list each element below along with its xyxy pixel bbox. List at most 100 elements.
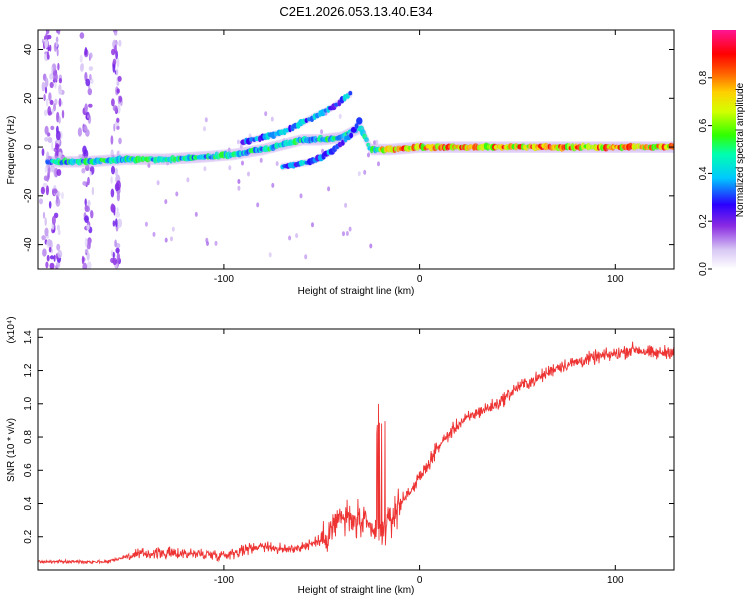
noise-mark xyxy=(45,32,48,41)
noise-mark xyxy=(241,160,244,166)
noise-mark xyxy=(41,38,44,44)
y-tick-label: -40 xyxy=(23,237,34,252)
noise-mark xyxy=(327,186,331,192)
noise-mark xyxy=(271,182,275,188)
noise-mark xyxy=(84,103,88,113)
noise-mark xyxy=(44,39,49,49)
noise-mark xyxy=(87,176,90,186)
noise-mark xyxy=(43,109,48,117)
noise-mark xyxy=(56,261,59,269)
noise-mark xyxy=(88,66,94,71)
noise-mark xyxy=(48,201,52,209)
noise-mark xyxy=(61,109,65,119)
noise-mark xyxy=(377,161,380,167)
noise-mark xyxy=(256,202,260,208)
noise-mark xyxy=(45,185,50,196)
noise-mark xyxy=(57,30,61,35)
noise-mark xyxy=(116,125,120,130)
noise-mark xyxy=(46,254,50,262)
noise-mark xyxy=(47,46,50,52)
noise-mark xyxy=(363,169,367,175)
noise-mark xyxy=(50,125,55,131)
noise-mark xyxy=(275,161,279,167)
noise-mark xyxy=(56,48,59,57)
noise-mark xyxy=(49,255,55,260)
colorbar-tick-label: 0.6 xyxy=(698,118,709,132)
noise-mark xyxy=(46,177,49,182)
noise-mark xyxy=(118,39,122,47)
noise-mark xyxy=(87,261,92,269)
noise-mark xyxy=(47,106,51,116)
spectrogram-ylabel: Frequency (Hz) xyxy=(6,116,17,185)
noise-mark xyxy=(295,233,299,239)
y-tick-label: 0.4 xyxy=(23,496,34,510)
noise-mark xyxy=(44,217,47,227)
noise-mark xyxy=(115,211,121,218)
noise-mark xyxy=(112,58,117,65)
y-tick-label: 1.0 xyxy=(23,396,34,410)
noise-mark xyxy=(117,75,122,82)
noise-mark xyxy=(88,103,93,108)
noise-mark xyxy=(56,194,59,204)
noise-mark xyxy=(194,211,198,217)
noise-mark xyxy=(320,129,324,135)
track-point xyxy=(356,117,363,125)
noise-mark xyxy=(116,58,120,68)
noise-mark xyxy=(270,116,274,122)
noise-mark xyxy=(51,66,54,76)
noise-mark xyxy=(58,78,63,84)
noise-mark xyxy=(152,231,156,237)
noise-mark xyxy=(56,243,61,251)
noise-mark xyxy=(114,31,118,36)
noise-mark xyxy=(40,186,46,195)
y-tick-label: 0.2 xyxy=(23,529,34,543)
snr-content xyxy=(38,341,674,565)
x-tick-label: 0 xyxy=(417,575,423,586)
noise-mark xyxy=(116,88,120,94)
noise-mark xyxy=(236,139,240,145)
noise-mark xyxy=(203,166,207,172)
noise-mark xyxy=(111,165,115,175)
noise-mark xyxy=(85,205,90,213)
track-point xyxy=(364,137,369,143)
noise-mark xyxy=(57,62,60,71)
noise-mark xyxy=(113,123,116,132)
noise-mark xyxy=(164,237,168,243)
noise-mark xyxy=(373,140,377,146)
noise-mark xyxy=(175,191,179,197)
noise-mark xyxy=(112,220,116,227)
y-tick-label: 0.6 xyxy=(23,463,34,477)
noise-mark xyxy=(214,240,218,246)
noise-mark xyxy=(41,235,46,241)
colorbar-tick-label: 0.8 xyxy=(698,70,709,84)
noise-mark xyxy=(115,247,120,254)
noise-mark xyxy=(311,222,314,228)
noise-mark xyxy=(299,193,303,199)
noise-mark xyxy=(239,143,243,149)
noise-mark xyxy=(114,106,118,112)
noise-mark xyxy=(91,186,95,196)
noise-mark xyxy=(85,78,91,87)
noise-mark xyxy=(52,188,58,194)
noise-mark xyxy=(41,148,45,157)
noise-mark xyxy=(227,147,231,153)
noise-mark xyxy=(110,149,114,158)
noise-mark xyxy=(114,168,119,176)
noise-mark xyxy=(114,239,117,248)
noise-mark xyxy=(304,254,308,260)
noise-mark xyxy=(87,200,91,207)
noise-mark xyxy=(49,81,54,89)
noise-mark xyxy=(54,151,59,160)
spectrogram-content xyxy=(39,30,674,269)
y-tick-label: 40 xyxy=(23,44,34,56)
colorbar-ticks: 0.0 0.2 0.4 0.6 0.8 xyxy=(698,70,712,276)
noise-mark xyxy=(52,72,58,82)
noise-mark xyxy=(48,246,52,253)
noise-mark xyxy=(83,149,89,159)
y-tick-label: 1.4 xyxy=(23,330,34,344)
noise-mark xyxy=(44,227,49,237)
noise-mark xyxy=(237,185,241,191)
figure-title: C2E1.2026.053.13.40.E34 xyxy=(279,4,432,19)
noise-mark xyxy=(82,262,88,269)
noise-mark xyxy=(47,137,53,143)
